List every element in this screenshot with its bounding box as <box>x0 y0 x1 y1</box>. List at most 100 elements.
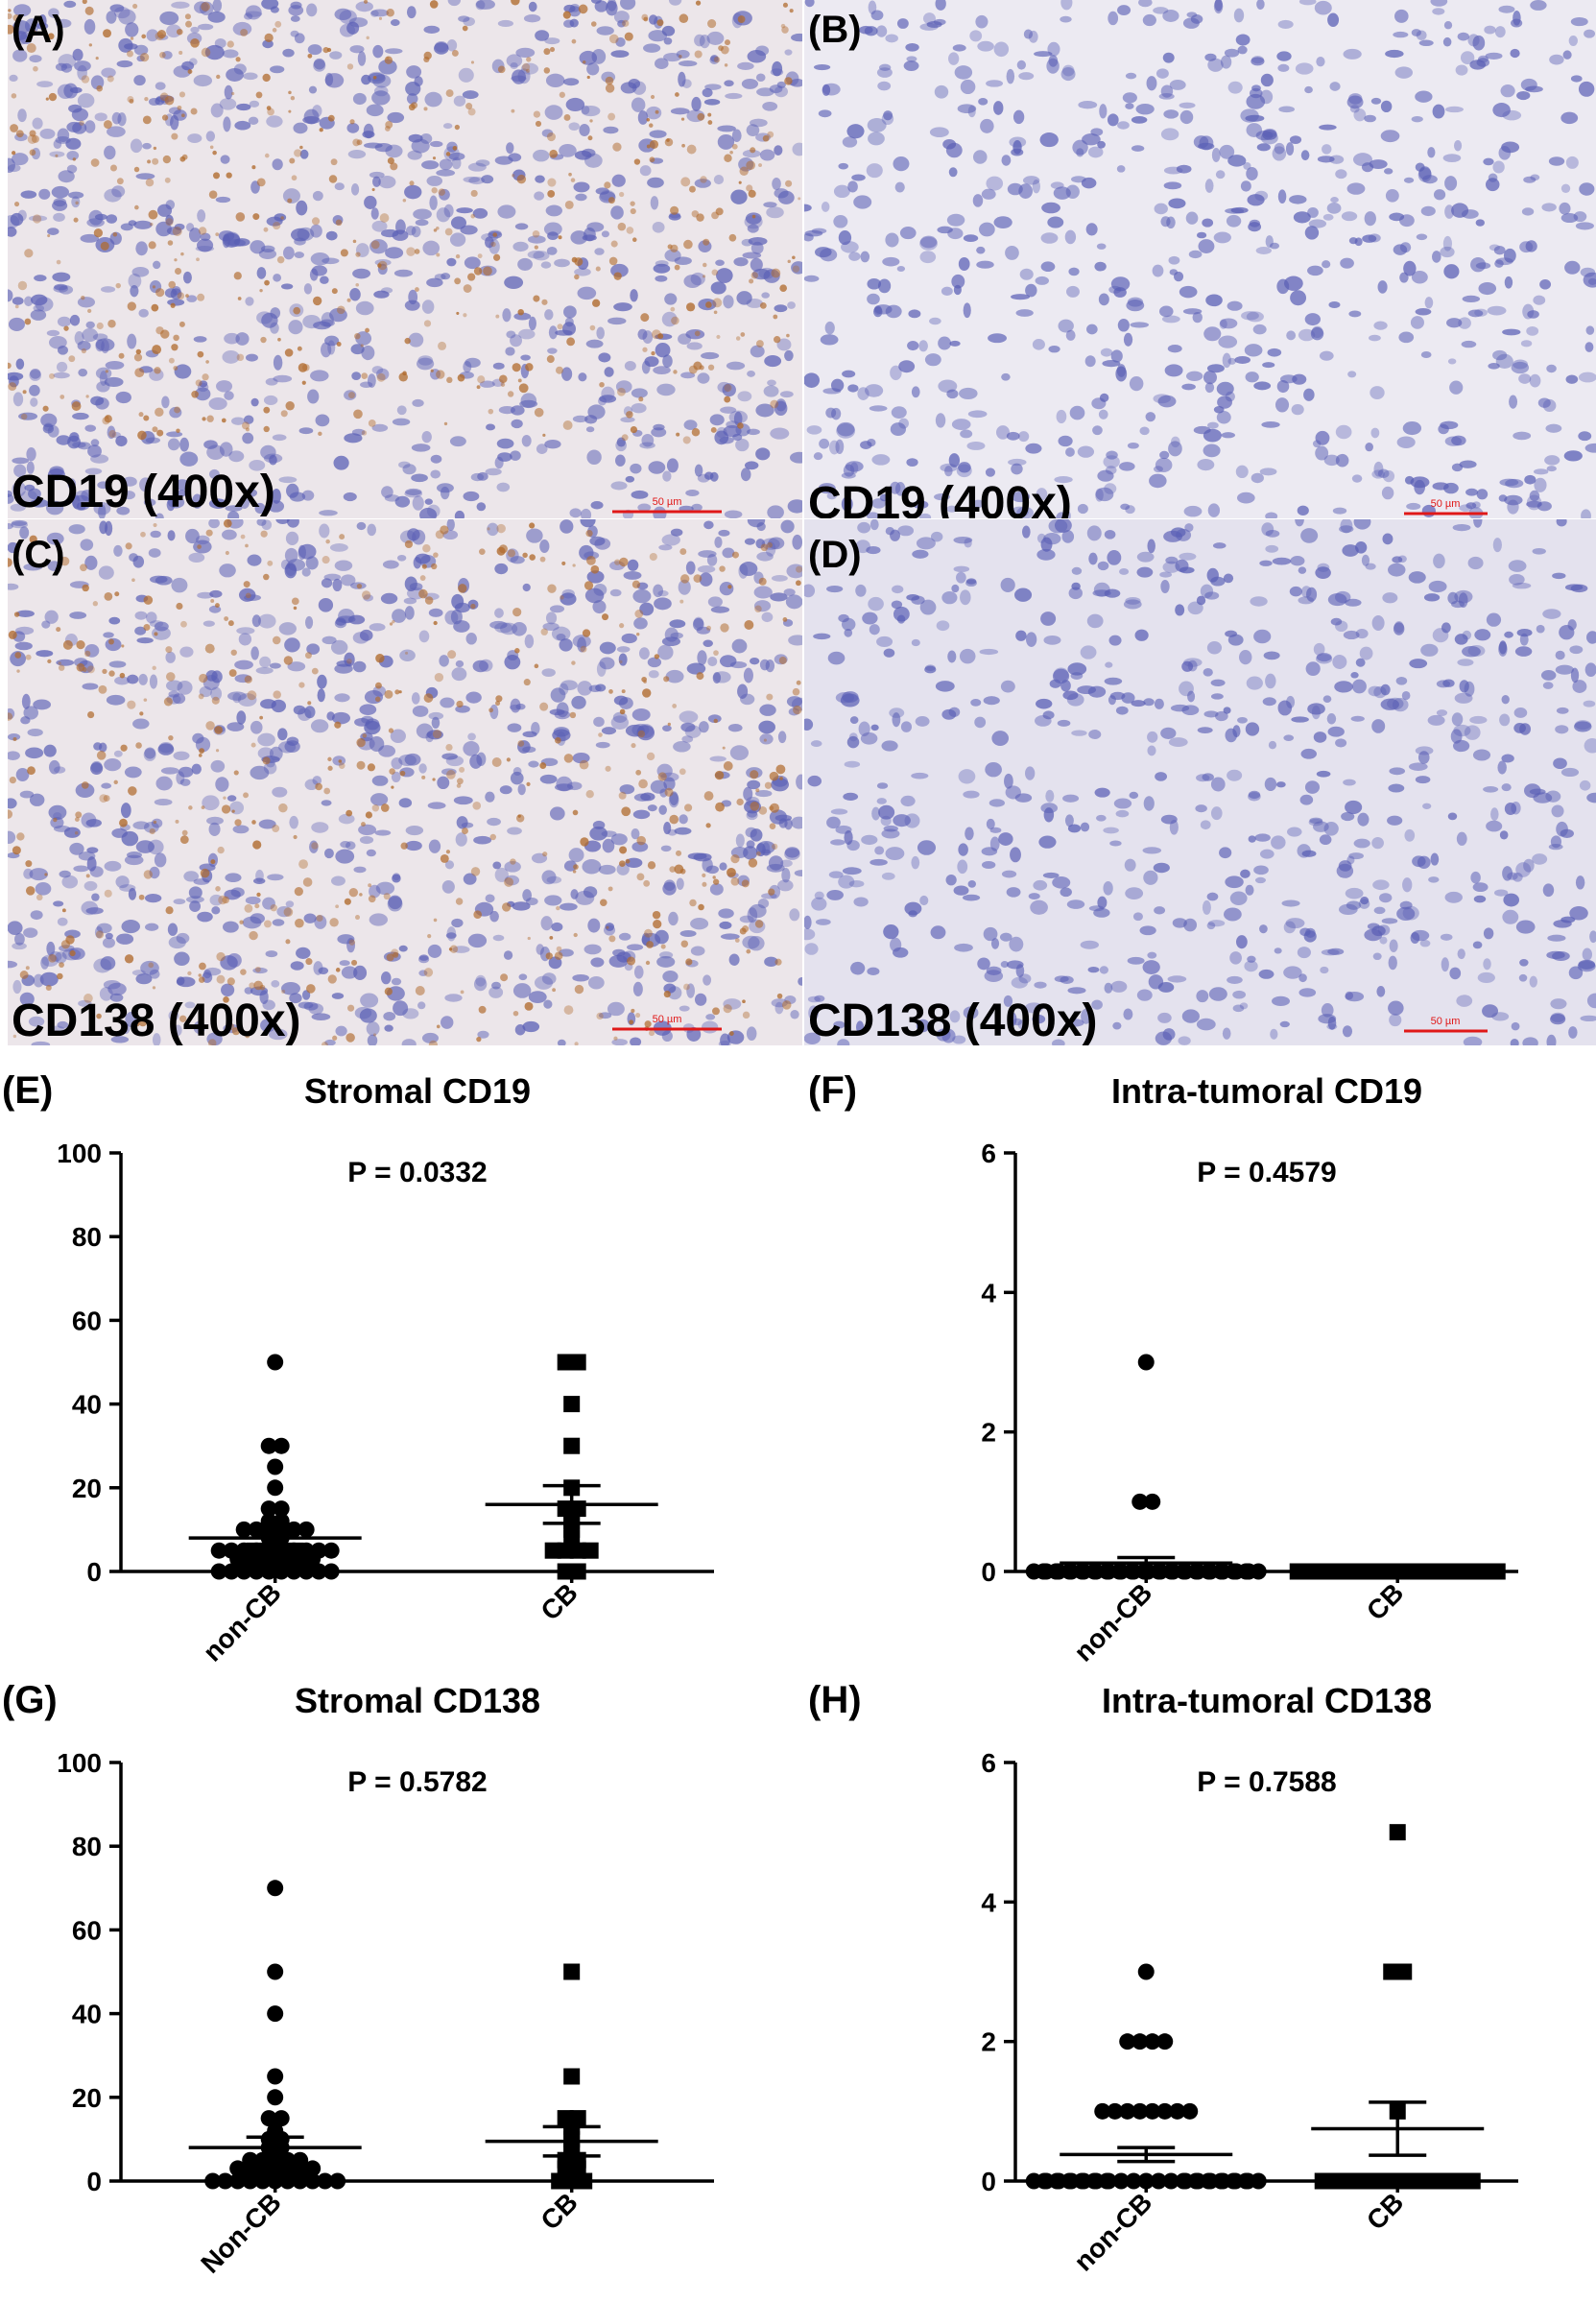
data-point <box>1144 1493 1161 1510</box>
data-point <box>273 1437 290 1454</box>
data-point <box>1414 2172 1431 2190</box>
data-point <box>1137 1354 1155 1371</box>
data-point <box>1389 1824 1406 1841</box>
data-point <box>1087 1563 1105 1580</box>
data-point <box>1202 2172 1219 2190</box>
y-tick-label: 20 <box>72 1474 102 1503</box>
x-tick-label: Non-CB <box>195 2187 287 2279</box>
data-point <box>1025 1563 1042 1580</box>
data-point <box>1476 1563 1493 1580</box>
y-tick-label: 0 <box>86 2167 102 2196</box>
scale-label: 50 µm <box>1431 498 1461 510</box>
data-point <box>1439 2172 1456 2190</box>
data-point <box>204 2172 222 2190</box>
chart-g: (G) Stromal CD138 P = 0.5782 0 20 40 60 80 100 No… <box>2 1679 714 2279</box>
data-point <box>1395 1963 1413 1980</box>
panel-letter: (F) <box>808 1069 857 1112</box>
data-point <box>557 1354 574 1371</box>
data-point <box>1376 2172 1394 2190</box>
y-tick-label: 40 <box>72 1390 102 1420</box>
data-point <box>1314 2172 1331 2190</box>
data-point <box>273 2110 290 2127</box>
data-point <box>235 1521 252 1538</box>
data-point <box>248 1542 265 1559</box>
data-point <box>260 1513 277 1530</box>
y-tick-label: 2 <box>981 1418 996 1448</box>
p-value: P = 0.5782 <box>347 1766 487 1798</box>
data-point <box>1169 2102 1186 2120</box>
data-point <box>285 1542 302 1559</box>
data-point <box>223 1563 240 1580</box>
data-point <box>317 2172 334 2190</box>
chart-e: (E) Stromal CD19 P = 0.0332 0 20 40 60 80 100 non… <box>2 1069 714 1667</box>
data-point <box>235 1542 252 1559</box>
data-point <box>1144 2033 1161 2050</box>
y-tick-label: 0 <box>981 2167 996 2196</box>
data-point <box>1227 2172 1244 2190</box>
data-point <box>1062 2172 1080 2190</box>
data-point <box>569 1542 586 1559</box>
data-point <box>557 1542 574 1559</box>
data-point <box>1364 2172 1381 2190</box>
data-point <box>229 2172 247 2190</box>
data-point <box>267 2068 284 2085</box>
data-point <box>1464 2172 1481 2190</box>
data-point <box>210 1563 227 1580</box>
data-point <box>273 1500 290 1518</box>
data-point <box>273 1513 290 1530</box>
y-tick-label: 2 <box>981 2027 996 2057</box>
data-point <box>1107 2102 1124 2120</box>
x-tick-label: non-CB <box>1068 2187 1157 2276</box>
data-point <box>322 1542 340 1559</box>
data-point <box>310 1563 327 1580</box>
micrograph-d: (D) CD138 (400x) 50 µm <box>804 519 1596 1045</box>
data-point <box>1162 2172 1179 2190</box>
data-point <box>242 2151 259 2169</box>
panel-letter: (E) <box>2 1069 53 1112</box>
data-point <box>1202 1563 1219 1580</box>
data-point <box>1401 2172 1418 2190</box>
data-point <box>248 1521 265 1538</box>
data-point <box>551 2172 568 2190</box>
stain-label: CD138 (400x) <box>808 995 1098 1045</box>
data-point <box>1075 2172 1092 2190</box>
data-point <box>267 1963 284 1980</box>
data-point <box>569 1354 586 1371</box>
data-point <box>267 2005 284 2023</box>
panel-letter: (D) <box>808 534 862 576</box>
y-tick-label: 4 <box>981 1887 996 1917</box>
data-point <box>298 1521 315 1538</box>
micrograph-a: (A) CD19 (400x) 50 µm <box>8 0 802 518</box>
data-point <box>292 2151 309 2169</box>
data-point <box>1100 1563 1117 1580</box>
data-point <box>267 1458 284 1475</box>
data-point <box>1489 1563 1506 1580</box>
y-tick-label: 20 <box>72 2083 102 2113</box>
data-point <box>322 1563 340 1580</box>
data-point <box>1062 1563 1080 1580</box>
data-point <box>304 2160 322 2177</box>
data-point <box>1177 1563 1194 1580</box>
data-point <box>260 1437 277 1454</box>
data-point <box>544 1542 561 1559</box>
data-point <box>210 1542 227 1559</box>
stain-label: CD19 (400x) <box>12 467 275 517</box>
chart-title: Intra-tumoral CD138 <box>1102 1681 1432 1720</box>
data-point <box>1050 1563 1067 1580</box>
micrograph-c: (C) CD138 (400x) 50 µm <box>8 519 802 1045</box>
data-point <box>1119 2102 1136 2120</box>
data-point <box>254 2151 272 2169</box>
data-point <box>1137 2172 1155 2190</box>
data-point <box>1131 1493 1149 1510</box>
data-point <box>563 1963 581 1980</box>
y-tick-label: 0 <box>86 1557 102 1587</box>
data-point <box>1339 2172 1356 2190</box>
data-point <box>1301 1563 1319 1580</box>
data-point <box>223 1542 240 1559</box>
x-tick-label: non-CB <box>198 1577 287 1667</box>
data-point <box>1050 2172 1067 2190</box>
micrograph-b: (B) CD19 (400x) 50 µm <box>804 0 1596 518</box>
data-point <box>1426 2172 1443 2190</box>
data-point <box>267 2122 284 2140</box>
data-point <box>260 2110 277 2127</box>
